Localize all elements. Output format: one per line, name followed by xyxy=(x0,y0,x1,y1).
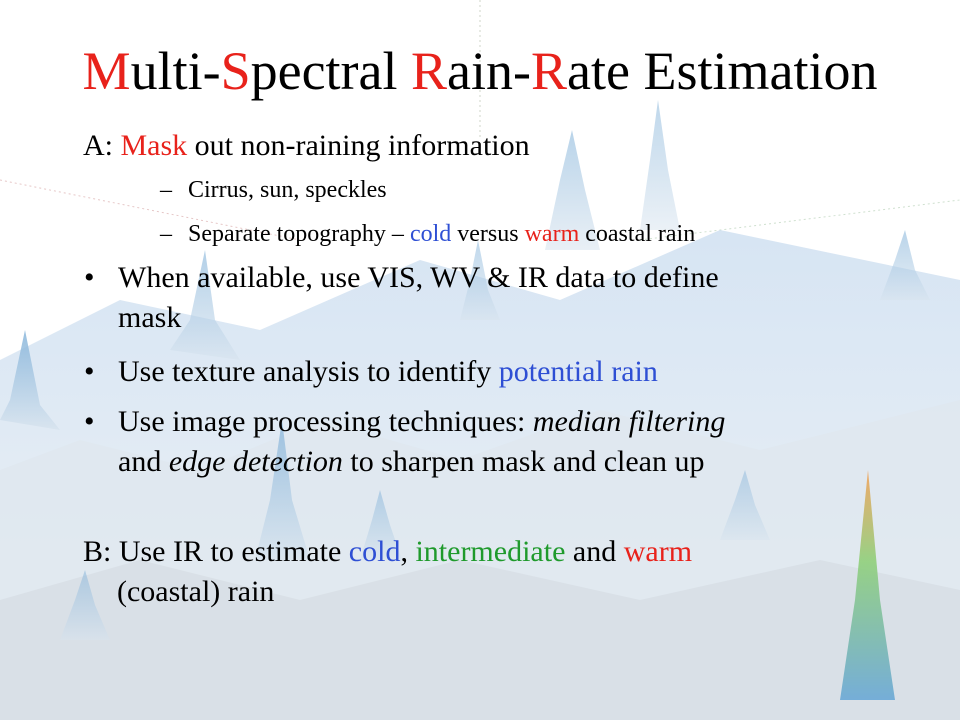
mask-keyword: Mask xyxy=(120,129,188,162)
slide-title: Multi-Spectral Rain-Rate Estimation xyxy=(0,36,960,106)
bullet-3-line-2: and edge detection to sharpen mask and c… xyxy=(118,444,704,480)
bullet-marker: • xyxy=(84,405,95,438)
title-letter-s: S xyxy=(220,41,251,101)
median-filtering-term: median filtering xyxy=(532,405,726,438)
warm-rain-keyword: warm xyxy=(623,535,693,568)
potential-rain-keyword: potential rain xyxy=(498,355,658,388)
section-b-separator: and xyxy=(565,535,624,568)
section-a-heading: A: Mask out non-raining information xyxy=(83,128,530,164)
dash-marker: – xyxy=(160,221,172,247)
section-b-line-1: B: Use IR to estimate cold, intermediate… xyxy=(83,534,692,570)
edge-detection-term: edge detection xyxy=(168,445,343,478)
cold-keyword: cold xyxy=(409,221,452,247)
cold-rain-keyword: cold xyxy=(348,535,401,568)
sub-item-text: Separate topography – xyxy=(188,221,410,247)
title-segment: ain- xyxy=(447,41,531,101)
sub-item-text: versus xyxy=(451,221,525,247)
bullet-1-line-1: When available, use VIS, WV & IR data to… xyxy=(118,261,719,294)
title-segment: ate Estimation xyxy=(567,41,878,101)
title-segment: ulti- xyxy=(130,41,221,101)
title-letter-r2: R xyxy=(531,41,568,101)
title-segment: pectral xyxy=(250,41,412,101)
bullet-2-text: Use texture analysis to identify xyxy=(118,355,499,388)
title-letter-r1: R xyxy=(411,41,448,101)
intermediate-rain-keyword: intermediate xyxy=(415,535,566,568)
bullet-2: Use texture analysis to identify potenti… xyxy=(118,354,658,390)
bullet-3-text: and xyxy=(118,445,169,478)
section-b-prefix: B: Use IR to estimate xyxy=(83,535,349,568)
dash-marker: – xyxy=(160,177,172,203)
bullet-marker: • xyxy=(84,355,95,388)
bullet-1-line-2: mask xyxy=(118,301,182,334)
bullet-3-text: to sharpen mask and clean up xyxy=(342,445,705,478)
section-b-separator: , xyxy=(400,535,416,568)
section-b-line-2: (coastal) rain xyxy=(117,575,275,608)
bullet-3-line-1: Use image processing techniques: median … xyxy=(118,404,725,440)
section-a-prefix: A: xyxy=(83,129,121,162)
sub-item-cirrus: Cirrus, sun, speckles xyxy=(188,177,387,203)
title-letter-m: M xyxy=(82,41,131,101)
sub-item-text: coastal rain xyxy=(579,221,696,247)
section-a-rest: out non-raining information xyxy=(187,129,530,162)
warm-keyword: warm xyxy=(524,221,580,247)
bullet-marker: • xyxy=(84,261,95,294)
sub-item-topography: Separate topography – cold versus warm c… xyxy=(188,219,695,249)
bullet-3-text: Use image processing techniques: xyxy=(118,405,533,438)
